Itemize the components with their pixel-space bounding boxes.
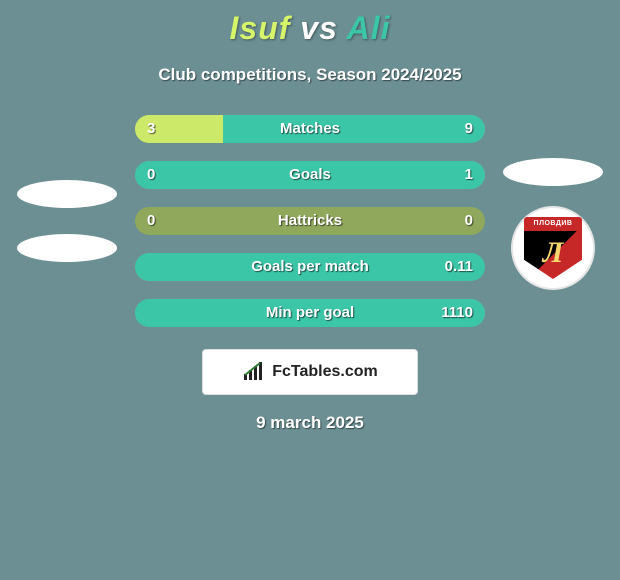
stat-label: Min per goal — [135, 299, 485, 327]
stat-value-right: 0.11 — [445, 253, 473, 281]
stat-value-left: 0 — [147, 161, 155, 189]
stat-bar: Matches3 9 — [135, 115, 485, 143]
stat-bar: Goals per match0.11 — [135, 253, 485, 281]
branding-text: FcTables.com — [272, 363, 378, 381]
title-player-right: Ali — [347, 10, 391, 46]
stat-label: Goals per match — [135, 253, 485, 281]
stat-label: Matches — [135, 115, 485, 143]
stat-bar: Goals0 1 — [135, 161, 485, 189]
subtitle: Club competitions, Season 2024/2025 — [158, 65, 461, 85]
stat-value-left: 3 — [147, 115, 155, 143]
page-title: Isuf vs Ali — [230, 10, 391, 47]
stat-bar: Min per goal1110 — [135, 299, 485, 327]
stat-label: Goals — [135, 161, 485, 189]
shield-letter: Л — [543, 236, 564, 270]
bar-chart-icon — [242, 362, 266, 382]
left-badges-col — [7, 174, 127, 268]
stat-value-right: 9 — [465, 115, 473, 143]
title-vs: vs — [300, 10, 338, 46]
comparison-grid: Matches39Goals01Hattricks00Goals per mat… — [7, 115, 613, 327]
stat-value-right: 1 — [465, 161, 473, 189]
date: 9 march 2025 — [256, 413, 364, 433]
avatar-placeholder-icon — [503, 158, 603, 186]
left-avatar-2 — [7, 228, 127, 268]
avatar-placeholder-icon — [17, 234, 117, 262]
stat-value-right: 0 — [465, 207, 473, 235]
stat-value-right: 1110 — [441, 299, 473, 327]
branding-box[interactable]: FcTables.com — [202, 349, 418, 395]
title-player-left: Isuf — [230, 10, 291, 46]
stat-label: Hattricks — [135, 207, 485, 235]
shield-top-text: ПЛОВДИВ — [524, 217, 582, 231]
shield-body: Л — [524, 231, 582, 279]
stat-value-left: 0 — [147, 207, 155, 235]
stat-bars: Matches39Goals01Hattricks00Goals per mat… — [135, 115, 485, 327]
stat-bar: Hattricks0 0 — [135, 207, 485, 235]
club-crest-icon: ПЛОВДИВ Л — [511, 206, 595, 290]
left-avatar-1 — [7, 174, 127, 214]
shield-icon: ПЛОВДИВ Л — [524, 217, 582, 279]
right-badges-col: ПЛОВДИВ Л — [493, 152, 613, 290]
right-club-badge: ПЛОВДИВ Л — [493, 206, 613, 290]
right-avatar-1 — [493, 152, 613, 192]
container: Isuf vs Ali Club competitions, Season 20… — [0, 0, 620, 580]
avatar-placeholder-icon — [17, 180, 117, 208]
